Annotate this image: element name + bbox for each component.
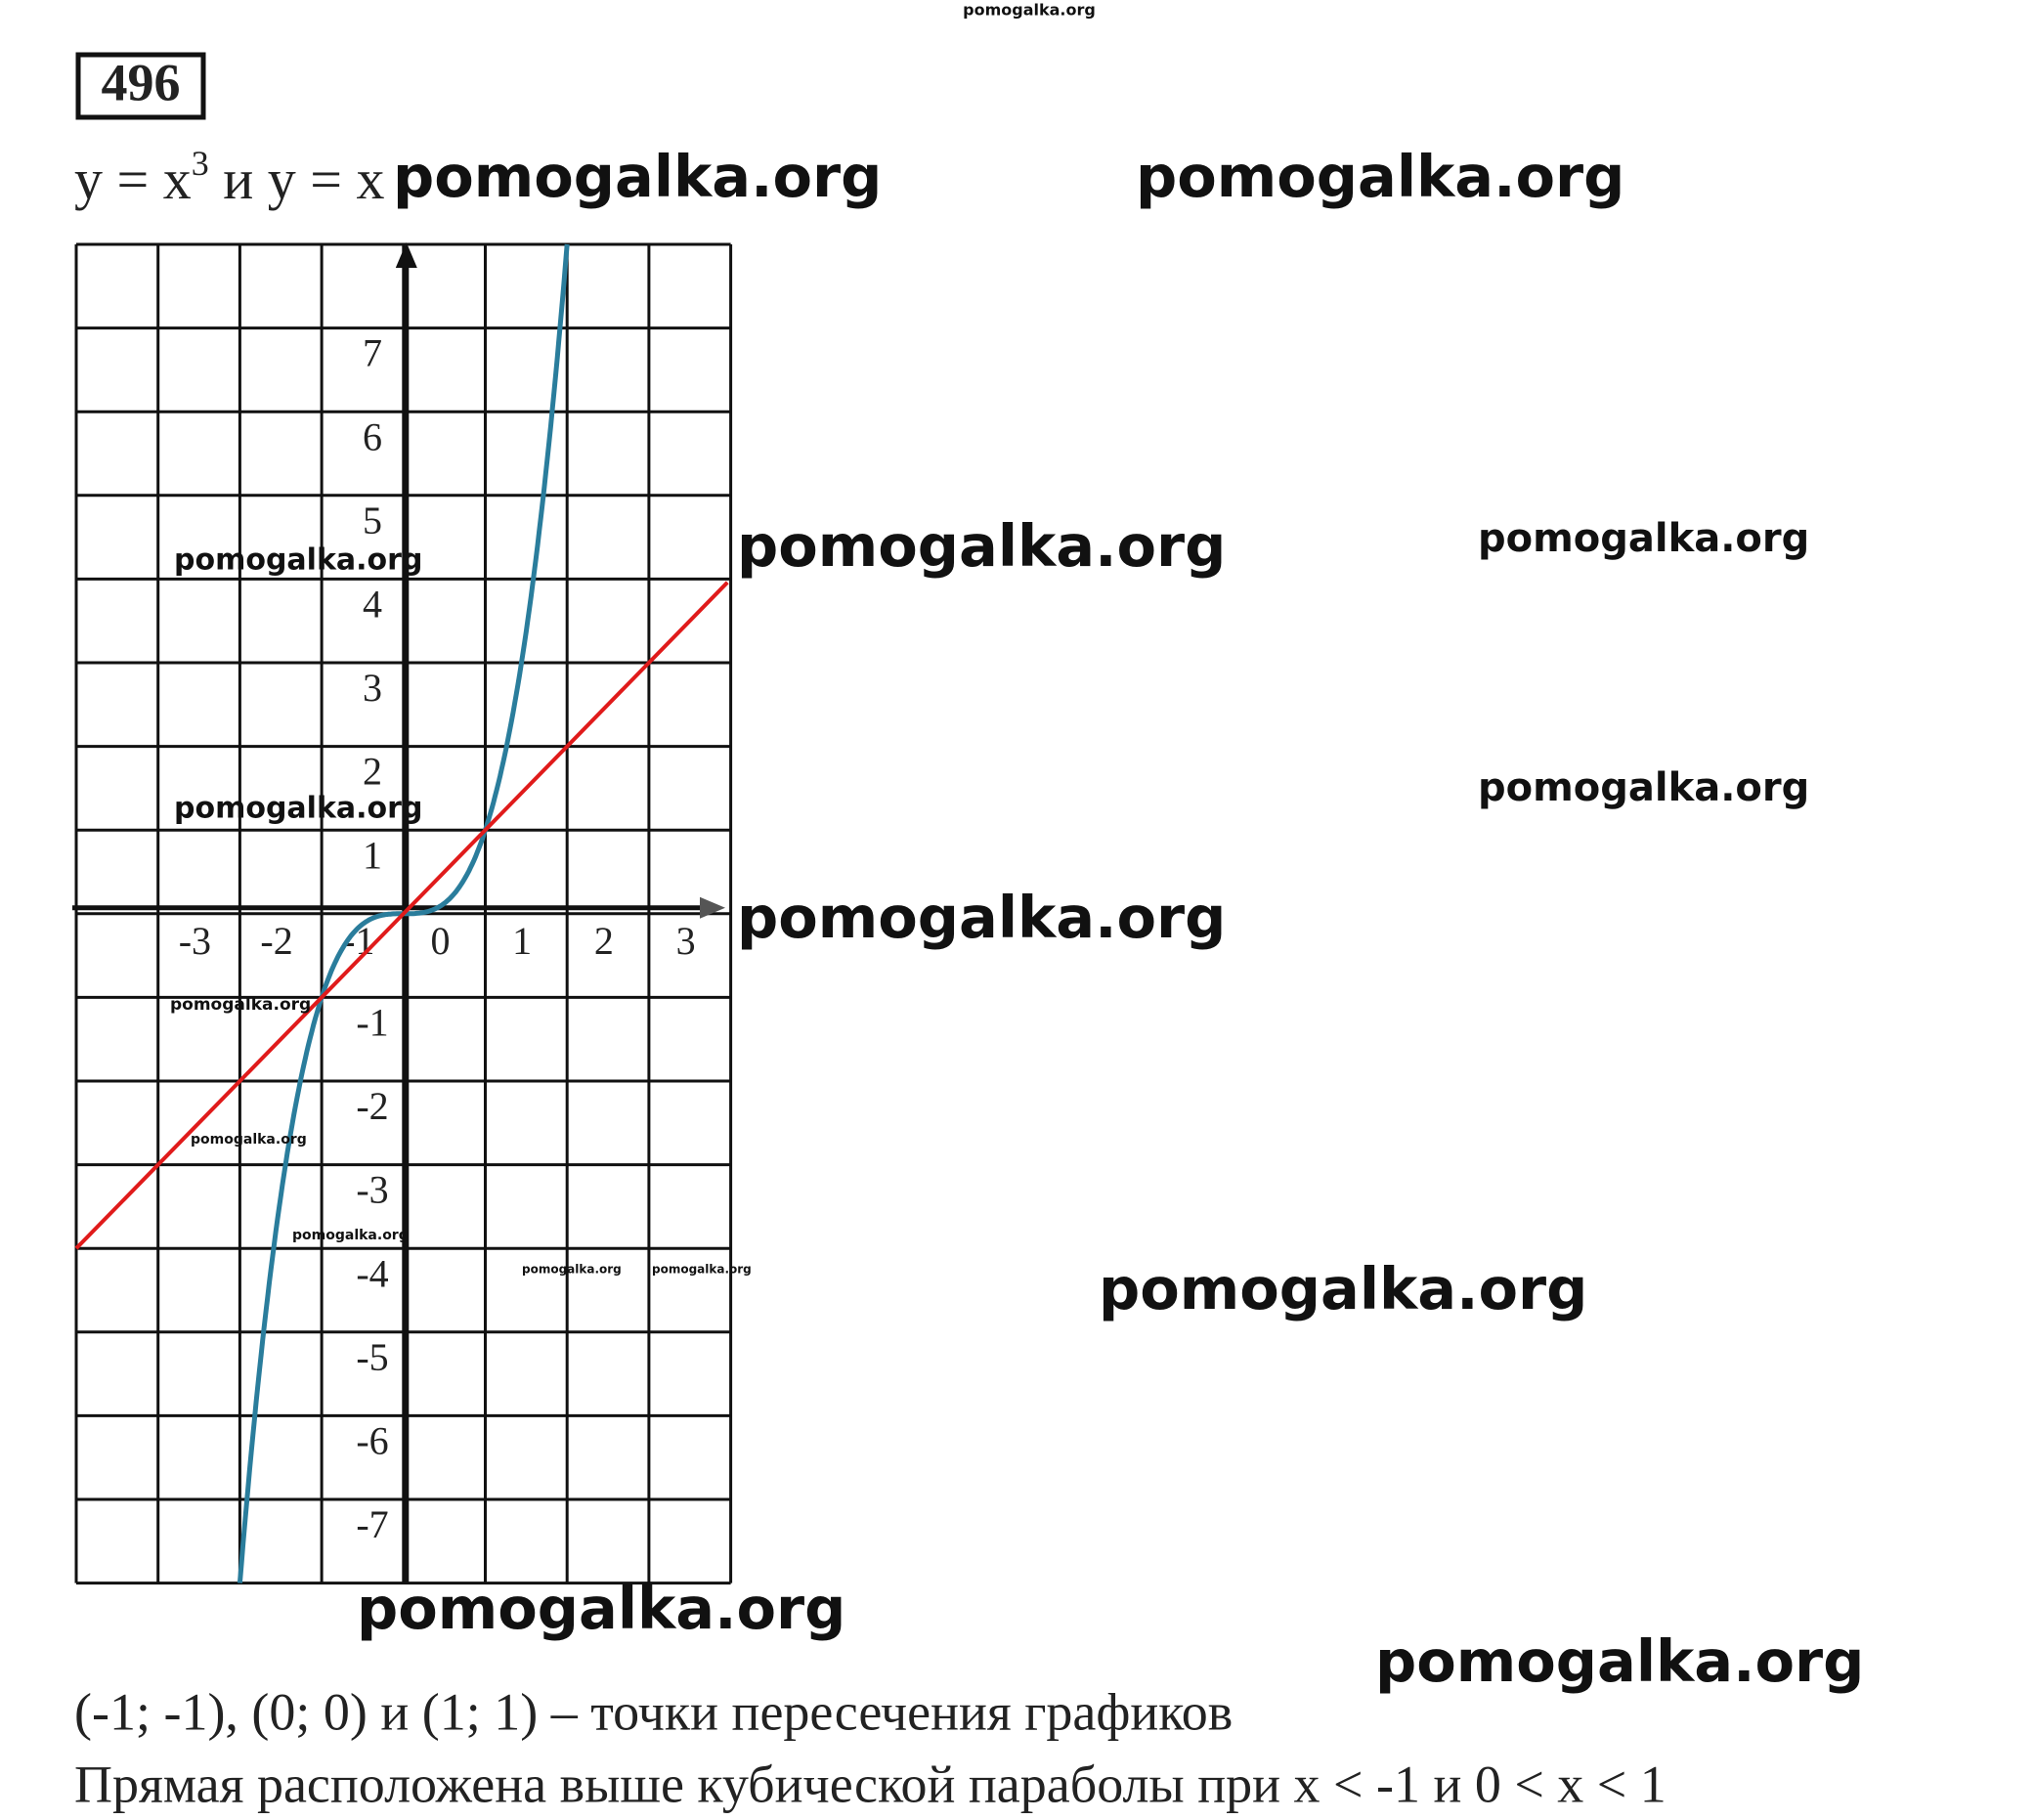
watermark: pomogalka.org — [522, 1263, 622, 1277]
watermark: pomogalka.org — [1099, 1255, 1587, 1322]
watermark: pomogalka.org — [292, 1228, 409, 1243]
answer-line: Прямая расположена выше кубической параб… — [74, 1755, 1667, 1813]
y-tick-label: 6 — [363, 414, 382, 458]
y-axis-arrow — [395, 242, 417, 268]
x-tick-label: 1 — [512, 919, 532, 963]
watermark: pomogalka.org — [1136, 143, 1624, 210]
x-tick-label: 3 — [676, 919, 696, 963]
y-tick-label: 2 — [363, 750, 382, 794]
watermark: pomogalka.org — [652, 1263, 752, 1277]
x-tick-label: -2 — [260, 919, 292, 963]
watermark: pomogalka.org — [737, 884, 1226, 951]
y-tick-label: -3 — [356, 1168, 388, 1212]
x-tick-label: -3 — [179, 919, 211, 963]
watermark: pomogalka.org — [191, 1132, 307, 1148]
x-tick-label: 2 — [594, 919, 614, 963]
y-tick-label: 1 — [363, 833, 382, 877]
watermark: pomogalka.org — [174, 792, 422, 826]
y-tick-label: 4 — [363, 583, 382, 627]
equation: y = x3 и y = x — [74, 144, 384, 211]
y-tick-label: 5 — [363, 498, 382, 542]
watermark: pomogalka.org — [357, 1575, 845, 1642]
watermark: pomogalka.org — [170, 995, 311, 1015]
equation-part: y = x — [74, 148, 192, 211]
watermark: pomogalka.org — [1375, 1627, 1864, 1695]
y-tick-label: 7 — [363, 331, 382, 375]
y-tick-label: -5 — [356, 1335, 388, 1379]
x-axis-arrow — [700, 896, 725, 919]
line-graph — [74, 581, 729, 1250]
y-tick-label: -2 — [356, 1084, 388, 1128]
watermark: pomogalka.org — [393, 143, 882, 210]
equation-part: и y = x — [209, 148, 385, 211]
y-tick-label: -1 — [356, 1001, 388, 1045]
answer-line: (-1; -1), (0; 0) и (1; 1) – точки пересе… — [74, 1682, 1233, 1741]
watermark: pomogalka.org — [174, 543, 422, 578]
equation-exponent: 3 — [192, 144, 209, 183]
y-tick-label: -7 — [356, 1502, 388, 1546]
watermark: pomogalka.org — [1478, 765, 1809, 810]
x-tick-label: 0 — [430, 919, 450, 963]
y-tick-label: 3 — [363, 666, 382, 710]
watermark: pomogalka.org — [963, 1, 1096, 20]
watermarks: pomogalka.org pomogalka.org pomogalka.org p… — [170, 1, 1864, 1696]
y-tick-label: -4 — [356, 1251, 388, 1295]
watermark: pomogalka.org — [1478, 516, 1809, 561]
watermark: pomogalka.org — [737, 512, 1226, 580]
y-tick-label: -6 — [356, 1419, 388, 1463]
problem-number: 496 — [102, 53, 181, 111]
number-box — [75, 52, 206, 120]
